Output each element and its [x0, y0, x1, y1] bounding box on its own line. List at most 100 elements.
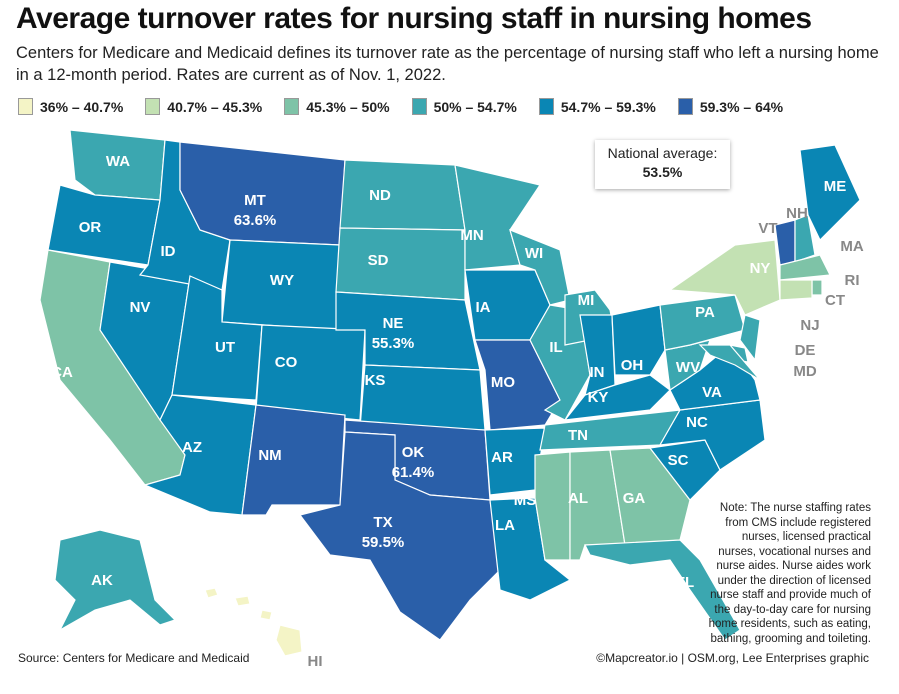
state-label-ar: AR: [491, 449, 513, 466]
state-label-vt: VT: [758, 220, 777, 237]
state-vt: [774, 219, 796, 266]
state-co: [255, 324, 366, 421]
state-label-nh: NH: [786, 205, 808, 222]
state-label-nc: NC: [686, 414, 708, 431]
state-hi: [204, 587, 303, 657]
state-nj: [739, 314, 761, 362]
state-label-sc: SC: [668, 452, 689, 469]
state-label-ak: AK: [91, 572, 113, 589]
legend-label: 36% – 40.7%: [40, 98, 124, 115]
state-label-il: IL: [549, 339, 562, 356]
state-label-ia: IA: [476, 299, 491, 316]
state-label-la: LA: [495, 517, 515, 534]
state-md: [698, 344, 761, 381]
state-label-nm: NM: [258, 447, 281, 464]
state-label-ma: MA: [840, 238, 863, 255]
state-label-ut: UT: [215, 339, 235, 356]
state-ky: [563, 374, 671, 421]
state-label-me: ME: [824, 178, 847, 195]
state-nh: [794, 214, 816, 263]
legend-swatch: [677, 98, 693, 115]
state-value-ne: 55.3%: [372, 335, 415, 352]
state-label-de: DE: [795, 342, 816, 359]
state-label-ny: NY: [750, 260, 771, 277]
state-nm: [241, 404, 346, 516]
legend-item: 59.3% – 64%: [677, 98, 784, 115]
legend-swatch: [284, 98, 300, 115]
state-label-al: AL: [568, 490, 588, 507]
state-ma: [779, 254, 831, 281]
state-label-nd: ND: [369, 187, 391, 204]
national-average-value: 53.5%: [642, 164, 683, 180]
legend-item: 54.7% – 59.3%: [538, 98, 656, 115]
state-tx: [298, 431, 501, 641]
state-label-ks: KS: [365, 372, 386, 389]
state-label-sd: SD: [368, 252, 389, 269]
state-label-fl: FL: [676, 574, 694, 591]
state-nd: [339, 159, 466, 231]
legend-swatch: [18, 98, 33, 115]
title: Average turnover rates for nursing staff…: [16, 2, 812, 35]
state-label-ga: GA: [623, 490, 646, 507]
state-label-ms: MS: [514, 492, 537, 509]
state-label-ky: KY: [588, 389, 609, 406]
state-value-mt: 63.6%: [234, 212, 277, 229]
state-label-ct: CT: [825, 292, 845, 309]
state-label-co: CO: [275, 354, 298, 371]
credit: ©Mapcreator.io | OSM.org, Lee Enterprise…: [596, 651, 869, 665]
legend-item: 40.7% – 45.3%: [145, 98, 262, 115]
state-label-va: VA: [702, 384, 722, 401]
state-label-ok: OK: [402, 444, 425, 461]
state-pa: [659, 294, 746, 351]
legend-label: 45.3% – 50%: [306, 98, 390, 115]
state-label-wv: WV: [676, 359, 700, 376]
state-ri: [811, 279, 823, 296]
state-label-hi: HI: [308, 653, 323, 670]
legend: 36% – 40.7% 40.7% – 45.3% 45.3% – 50% 50% –…: [18, 98, 783, 115]
state-fl: [584, 539, 741, 641]
state-label-ri: RI: [845, 272, 860, 289]
state-label-mo: MO: [491, 374, 515, 391]
source: Source: Centers for Medicare and Medicai…: [18, 651, 250, 665]
state-label-oh: OH: [621, 357, 644, 374]
state-me: [799, 144, 861, 242]
state-value-ok: 61.4%: [392, 464, 435, 481]
state-label-nj: NJ: [800, 317, 819, 334]
state-ga: [609, 447, 691, 546]
state-label-in: IN: [590, 364, 605, 381]
note: Note: The nurse staffing rates from CMS …: [708, 502, 871, 645]
state-oh: [611, 304, 666, 376]
state-label-ca: CA: [51, 364, 73, 381]
state-label-wa: WA: [106, 153, 130, 170]
state-label-id: ID: [161, 243, 176, 260]
legend-item: 36% – 40.7%: [18, 98, 123, 115]
legend-label: 50% – 54.7%: [433, 98, 517, 115]
legend-label: 40.7% – 45.3%: [167, 98, 263, 115]
state-label-tx: TX: [373, 514, 392, 531]
state-value-tx: 59.5%: [362, 534, 405, 551]
state-label-wy: WY: [270, 272, 294, 289]
subtitle: Centers for Medicare and Medicaid define…: [16, 44, 879, 84]
state-label-mn: MN: [460, 227, 483, 244]
state-ct: [779, 279, 813, 301]
state-sd: [335, 227, 466, 301]
national-average-label: National average:: [607, 145, 718, 161]
state-label-or: OR: [79, 219, 102, 236]
legend-label: 59.3% – 64%: [699, 98, 784, 115]
state-ms: [534, 451, 571, 561]
legend-swatch: [411, 98, 427, 115]
state-label-az: AZ: [182, 439, 202, 456]
legend-swatch: [538, 98, 554, 115]
state-label-tn: TN: [568, 427, 588, 444]
state-label-pa: PA: [695, 304, 715, 321]
state-label-mi: MI: [578, 292, 595, 309]
legend-label: 54.7% – 59.3%: [560, 98, 656, 115]
state-label-wi: WI: [525, 245, 543, 262]
national-average-box: National average: 53.5%: [595, 140, 730, 189]
legend-item: 45.3% – 50%: [284, 98, 390, 115]
state-ak: [54, 529, 177, 632]
legend-item: 50% – 54.7%: [411, 98, 517, 115]
state-label-mt: MT: [244, 192, 266, 209]
